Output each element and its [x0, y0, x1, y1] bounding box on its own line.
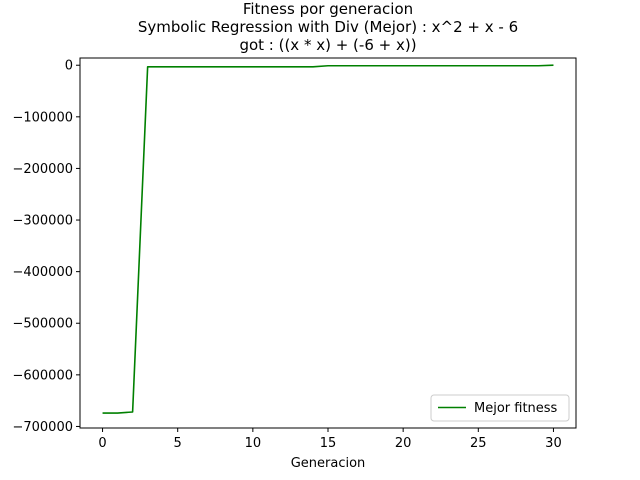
- x-tick-label: 10: [245, 436, 262, 451]
- legend-box: [430, 394, 570, 422]
- plot-area: [79, 57, 577, 429]
- x-tick-label: 25: [470, 436, 487, 451]
- y-axis: 0 −100000 −200000 −300000 −400000 −500000 −600…: [12, 59, 80, 435]
- x-axis-label: Generacion: [291, 456, 366, 471]
- chart-title-line-3: got : ((x * x) + (-6 + x)): [239, 36, 416, 54]
- y-tick-label: 0: [65, 59, 73, 74]
- x-tick-label: 30: [545, 436, 562, 451]
- x-axis: 0 5 10 15 20 25 30: [98, 428, 562, 451]
- y-tick-label: −700000: [12, 420, 73, 435]
- y-tick-label: −300000: [12, 214, 73, 229]
- x-tick-label: 0: [98, 436, 106, 451]
- series-line-mejor-fitness: [102, 64, 554, 414]
- y-tick-label: −400000: [12, 265, 73, 280]
- y-tick-label: −200000: [12, 162, 73, 177]
- series-layer: [102, 64, 554, 414]
- legend-label-mejor-fitness: Mejor fitness: [474, 401, 558, 416]
- chart-title-line-1: Fitness por generacion: [243, 0, 413, 18]
- x-tick-label: 15: [320, 436, 337, 451]
- legend: Mejor fitness: [430, 394, 570, 422]
- x-tick-label: 5: [174, 436, 182, 451]
- chart-title-line-2: Symbolic Regression with Div (Mejor) : x…: [138, 18, 518, 36]
- x-tick-label: 20: [395, 436, 412, 451]
- y-tick-label: −600000: [12, 368, 73, 383]
- y-tick-label: −500000: [12, 317, 73, 332]
- y-tick-label: −100000: [12, 110, 73, 125]
